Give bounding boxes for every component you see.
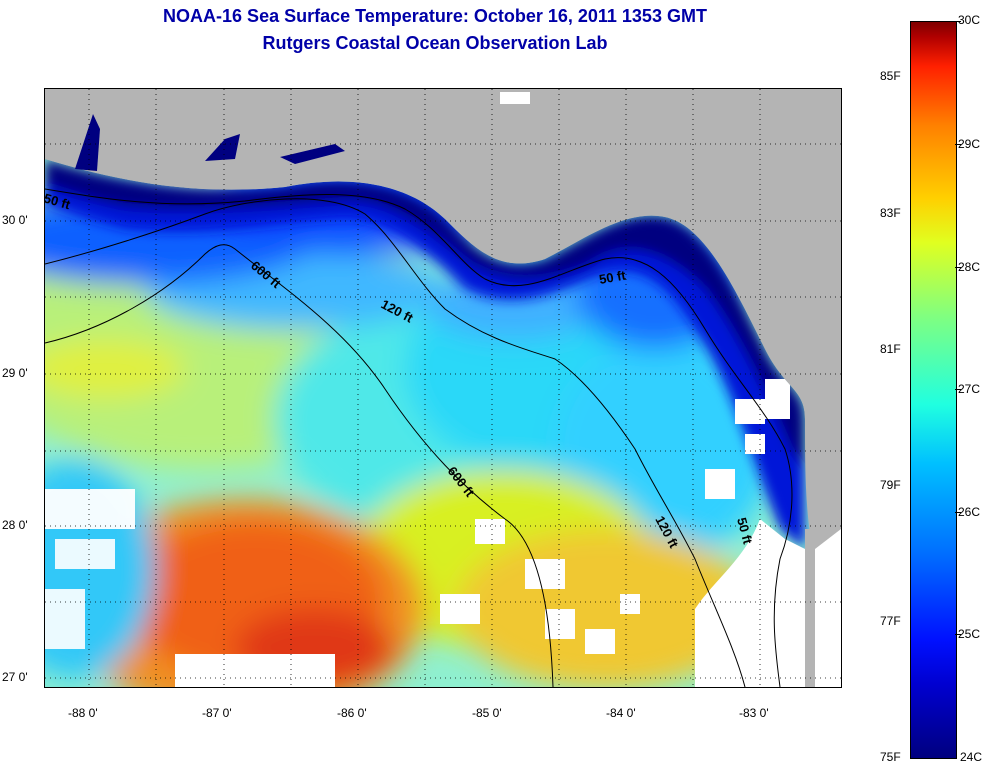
contour-label-50-east: 50 ft [598,267,628,287]
colorbar-label-29c: 29C [958,137,981,151]
colorbar-label-27c: 27C [958,382,981,396]
colorbar-label-25c: 25C [958,627,981,641]
colorbar-label-24c: 24C [960,750,983,764]
colorbar-label-79f: 79F [880,478,901,492]
colorbar-label-77f: 77F [880,614,901,628]
lon-label-87: -87 0' [202,706,232,720]
lon-label-83: -83 0' [739,706,769,720]
colorbar-label-85f: 85F [880,69,901,83]
colorbar-label-83f: 83F [880,206,901,220]
sst-map: 50 ft 50 ft 50 ft 120 ft 120 ft 600 ft 6… [44,88,842,688]
sst-map-svg: 50 ft 50 ft 50 ft 120 ft 120 ft 600 ft 6… [45,89,841,687]
lon-label-88: -88 0' [68,706,98,720]
lat-label-28: 28 0' [2,518,28,532]
contour-label-50-west: 50 ft [45,190,73,212]
colorbar-label-28c: 28C [958,260,981,274]
contour-label-50-south: 50 ft [734,516,756,546]
lat-label-27: 27 0' [2,670,28,684]
map-subtitle: Rutgers Coastal Ocean Observation Lab [262,33,608,53]
temperature-colorbar [910,21,957,759]
colorbar-label-75f: 75F [880,750,901,764]
lon-label-86: -86 0' [337,706,367,720]
colorbar-label-26c: 26C [958,505,981,519]
colorbar-label-30c: 30C [958,13,981,27]
lon-label-84: -84 0' [606,706,636,720]
lat-label-30: 30 0' [2,213,28,227]
lat-label-29: 29 0' [2,366,28,380]
lon-label-85: -85 0' [472,706,502,720]
map-title: NOAA-16 Sea Surface Temperature: October… [163,6,707,26]
colorbar-label-81f: 81F [880,342,901,356]
